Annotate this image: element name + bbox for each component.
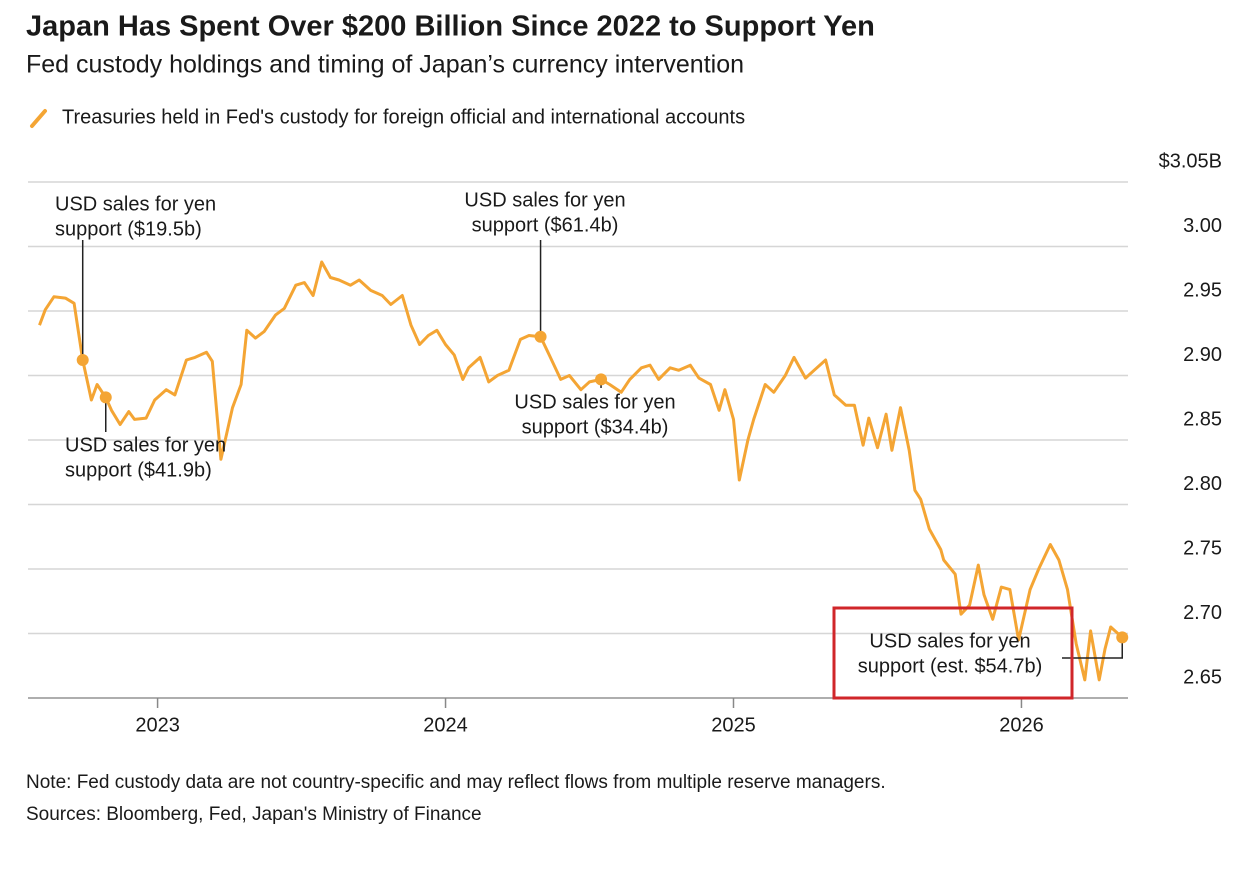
annotation-label: USD sales for yen bbox=[464, 189, 625, 211]
chart-title: Japan Has Spent Over $200 Billion Since … bbox=[26, 11, 875, 43]
y-tick-label: 2.90 bbox=[1183, 344, 1222, 366]
annotation-marker bbox=[99, 391, 112, 404]
y-tick-label: $3.05B bbox=[1159, 150, 1222, 172]
x-tick-label: 2024 bbox=[423, 714, 468, 736]
annotation-marker bbox=[76, 354, 89, 367]
annotation-label: support (est. $54.7b) bbox=[858, 655, 1043, 677]
annotation-label: USD sales for yen bbox=[65, 434, 226, 456]
y-tick-label: 2.75 bbox=[1183, 537, 1222, 559]
y-tick-label: 2.65 bbox=[1183, 666, 1222, 688]
annotation-label: support ($61.4b) bbox=[472, 214, 619, 236]
annotation-label: support ($41.9b) bbox=[65, 459, 212, 481]
annotation-marker bbox=[595, 373, 608, 386]
y-tick-label: 2.95 bbox=[1183, 279, 1222, 301]
annotation-connector bbox=[1062, 637, 1123, 659]
y-tick-label: 2.70 bbox=[1183, 602, 1222, 624]
annotation-marker bbox=[534, 330, 547, 343]
annotation-marker bbox=[1116, 631, 1129, 644]
source: Sources: Bloomberg, Fed, Japan's Ministr… bbox=[26, 804, 482, 825]
x-tick-label: 2023 bbox=[135, 714, 180, 736]
annotation-label: USD sales for yen bbox=[514, 391, 675, 413]
y-tick-label: 2.85 bbox=[1183, 408, 1222, 430]
legend-label: Treasuries held in Fed's custody for for… bbox=[62, 106, 745, 128]
highlight-box bbox=[832, 606, 1074, 700]
note: Note: Fed custody data are not country-s… bbox=[26, 772, 886, 793]
annotation-label: support ($34.4b) bbox=[522, 416, 669, 438]
x-tick-label: 2026 bbox=[999, 714, 1044, 736]
annotation-label: USD sales for yen bbox=[869, 630, 1030, 652]
annotation-label: support ($19.5b) bbox=[55, 218, 202, 240]
x-tick-label: 2025 bbox=[711, 714, 756, 736]
y-tick-label: 3.00 bbox=[1183, 215, 1222, 237]
annotation-label: USD sales for yen bbox=[55, 193, 216, 215]
y-tick-label: 2.80 bbox=[1183, 473, 1222, 495]
chart-subtitle: Fed custody holdings and timing of Japan… bbox=[26, 51, 744, 79]
legend-swatch bbox=[30, 109, 47, 128]
